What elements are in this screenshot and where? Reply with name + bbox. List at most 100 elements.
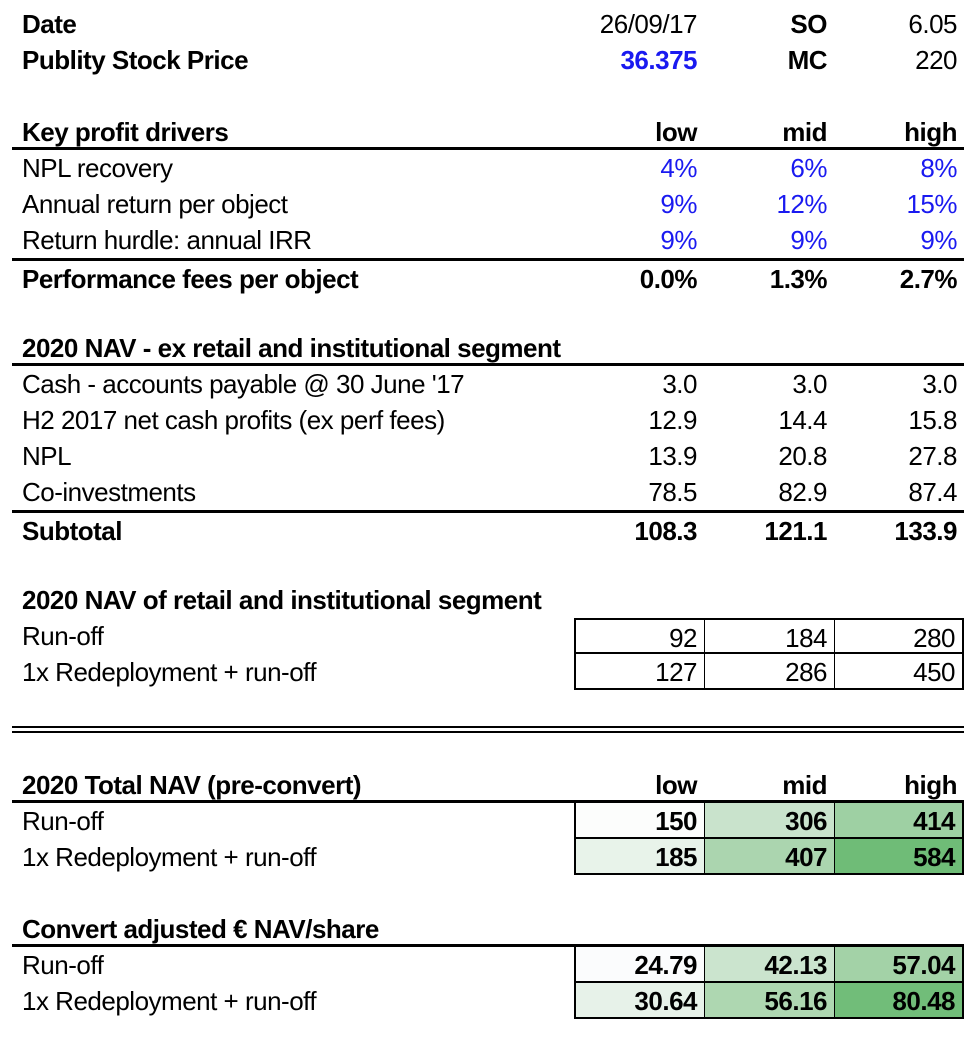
row-label: NPL bbox=[22, 441, 72, 471]
total-cell-low: 0.0% bbox=[639, 264, 698, 294]
section-title-total-nav: 2020 Total NAV (pre-convert) bbox=[22, 770, 362, 800]
row-label: Performance fees per object bbox=[22, 264, 359, 294]
input-cell-low[interactable]: 4% bbox=[660, 153, 697, 183]
boxed-cell-low: 127 bbox=[574, 654, 704, 690]
table-row-co-investments: Co-investments 78.5 82.9 87.4 bbox=[12, 474, 964, 510]
empty-cell bbox=[574, 330, 704, 366]
market-cap-label: MC bbox=[787, 45, 828, 75]
value-cell-mid: 14.4 bbox=[778, 405, 827, 435]
boxed-cell-high: 280 bbox=[834, 618, 964, 654]
heatmap-cell-low: 24.79 bbox=[574, 947, 704, 983]
spacer bbox=[12, 733, 964, 767]
row-label: Return hurdle: annual IRR bbox=[22, 225, 312, 255]
row-label: Run-off bbox=[22, 806, 104, 836]
row-label: Cash - accounts payable @ 30 June '17 bbox=[22, 369, 465, 399]
total-cell-low: 108.3 bbox=[634, 516, 697, 546]
section-title-nav-retail: 2020 NAV of retail and institutional seg… bbox=[22, 585, 542, 615]
heatmap-cell-low: 150 bbox=[574, 803, 704, 839]
column-header-low: low bbox=[655, 770, 697, 800]
spacer bbox=[12, 294, 964, 330]
table-row-convert-runoff: Run-off 24.79 42.13 57.04 bbox=[12, 947, 964, 983]
heatmap-cell-mid: 42.13 bbox=[704, 947, 834, 983]
boxed-cell-high: 450 bbox=[834, 654, 964, 690]
heatmap-cell-mid: 306 bbox=[704, 803, 834, 839]
total-cell-high: 133.9 bbox=[894, 516, 957, 546]
double-rule-divider bbox=[12, 726, 964, 733]
input-cell-high[interactable]: 8% bbox=[920, 153, 957, 183]
row-label: NPL recovery bbox=[22, 153, 173, 183]
shares-outstanding-value: 6.05 bbox=[908, 9, 957, 39]
empty-cell bbox=[834, 582, 964, 618]
input-cell-mid[interactable]: 6% bbox=[790, 153, 827, 183]
input-cell-low[interactable]: 9% bbox=[660, 189, 697, 219]
empty-cell bbox=[704, 911, 834, 947]
table-row-total-nav-redeployment: 1x Redeployment + run-off 185 407 584 bbox=[12, 839, 964, 875]
input-cell-mid[interactable]: 12% bbox=[776, 189, 827, 219]
heatmap-cell-mid: 407 bbox=[704, 839, 834, 875]
empty-cell bbox=[834, 911, 964, 947]
table-row-annual-return: Annual return per object 9% 12% 15% bbox=[12, 186, 964, 222]
total-nav-header-row: 2020 Total NAV (pre-convert) low mid hig… bbox=[12, 767, 964, 803]
section-title-nav-ex-retail: 2020 NAV - ex retail and institutional s… bbox=[22, 333, 561, 363]
table-row-npl-recovery: NPL recovery 4% 6% 8% bbox=[12, 150, 964, 186]
row-label: Co-investments bbox=[22, 477, 196, 507]
boxed-cell-mid: 184 bbox=[704, 618, 834, 654]
column-header-mid: mid bbox=[782, 117, 827, 147]
heatmap-cell-high: 57.04 bbox=[834, 947, 964, 983]
table-row-return-hurdle: Return hurdle: annual IRR 9% 9% 9% bbox=[12, 222, 964, 258]
empty-cell bbox=[704, 330, 834, 366]
heatmap-cell-low: 30.64 bbox=[574, 983, 704, 1019]
section-title-key-profit-drivers: Key profit drivers bbox=[22, 117, 229, 147]
row-label: Annual return per object bbox=[22, 189, 288, 219]
table-row-subtotal: Subtotal 108.3 121.1 133.9 bbox=[12, 510, 964, 546]
empty-cell bbox=[834, 330, 964, 366]
row-label: Run-off bbox=[22, 621, 104, 651]
column-header-high: high bbox=[904, 117, 957, 147]
column-header-mid: mid bbox=[782, 770, 827, 800]
stock-price-label: Publity Stock Price bbox=[22, 45, 249, 75]
section-title-convert-nav: Convert adjusted € NAV/share bbox=[22, 914, 379, 944]
empty-cell bbox=[574, 582, 704, 618]
shares-outstanding-label: SO bbox=[790, 9, 827, 39]
table-row-total-nav-runoff: Run-off 150 306 414 bbox=[12, 803, 964, 839]
table-row-cash: Cash - accounts payable @ 30 June '17 3.… bbox=[12, 366, 964, 402]
table-row-performance-fees: Performance fees per object 0.0% 1.3% 2.… bbox=[12, 258, 964, 294]
spacer bbox=[12, 875, 964, 911]
spacer bbox=[12, 78, 964, 114]
value-cell-low: 78.5 bbox=[648, 477, 697, 507]
value-cell-high: 3.0 bbox=[922, 369, 957, 399]
row-label: Subtotal bbox=[22, 516, 123, 546]
table-row-redeployment: 1x Redeployment + run-off 127 286 450 bbox=[12, 654, 964, 690]
table-row-convert-redeployment: 1x Redeployment + run-off 30.64 56.16 80… bbox=[12, 983, 964, 1019]
heatmap-cell-mid: 56.16 bbox=[704, 983, 834, 1019]
column-header-high: high bbox=[904, 770, 957, 800]
table-row-date: Date 26/09/17 SO 6.05 bbox=[12, 6, 964, 42]
row-label: 1x Redeployment + run-off bbox=[22, 842, 317, 872]
stock-price-value-cell[interactable]: 36.375 bbox=[620, 45, 697, 75]
value-cell-low: 3.0 bbox=[662, 369, 697, 399]
row-label: 1x Redeployment + run-off bbox=[22, 657, 317, 687]
value-cell-mid: 3.0 bbox=[792, 369, 827, 399]
input-cell-high[interactable]: 15% bbox=[906, 189, 957, 219]
convert-nav-header-row: Convert adjusted € NAV/share bbox=[12, 911, 964, 947]
input-cell-high[interactable]: 9% bbox=[920, 225, 957, 255]
value-cell-mid: 20.8 bbox=[778, 441, 827, 471]
value-cell-high: 87.4 bbox=[908, 477, 957, 507]
boxed-cell-low: 92 bbox=[574, 618, 704, 654]
total-cell-high: 2.7% bbox=[899, 264, 958, 294]
heatmap-cell-high: 80.48 bbox=[834, 983, 964, 1019]
value-cell-low: 13.9 bbox=[648, 441, 697, 471]
key-profit-drivers-header-row: Key profit drivers low mid high bbox=[12, 114, 964, 150]
market-cap-value: 220 bbox=[915, 45, 957, 75]
total-cell-mid: 1.3% bbox=[769, 264, 828, 294]
value-cell-mid: 82.9 bbox=[778, 477, 827, 507]
empty-cell bbox=[574, 911, 704, 947]
column-header-low: low bbox=[655, 117, 697, 147]
row-label: H2 2017 net cash profits (ex perf fees) bbox=[22, 405, 445, 435]
heatmap-cell-high: 414 bbox=[834, 803, 964, 839]
boxed-cell-mid: 286 bbox=[704, 654, 834, 690]
input-cell-mid[interactable]: 9% bbox=[790, 225, 827, 255]
value-cell-high: 27.8 bbox=[908, 441, 957, 471]
input-cell-low[interactable]: 9% bbox=[660, 225, 697, 255]
date-value-cell: 26/09/17 bbox=[599, 9, 698, 39]
